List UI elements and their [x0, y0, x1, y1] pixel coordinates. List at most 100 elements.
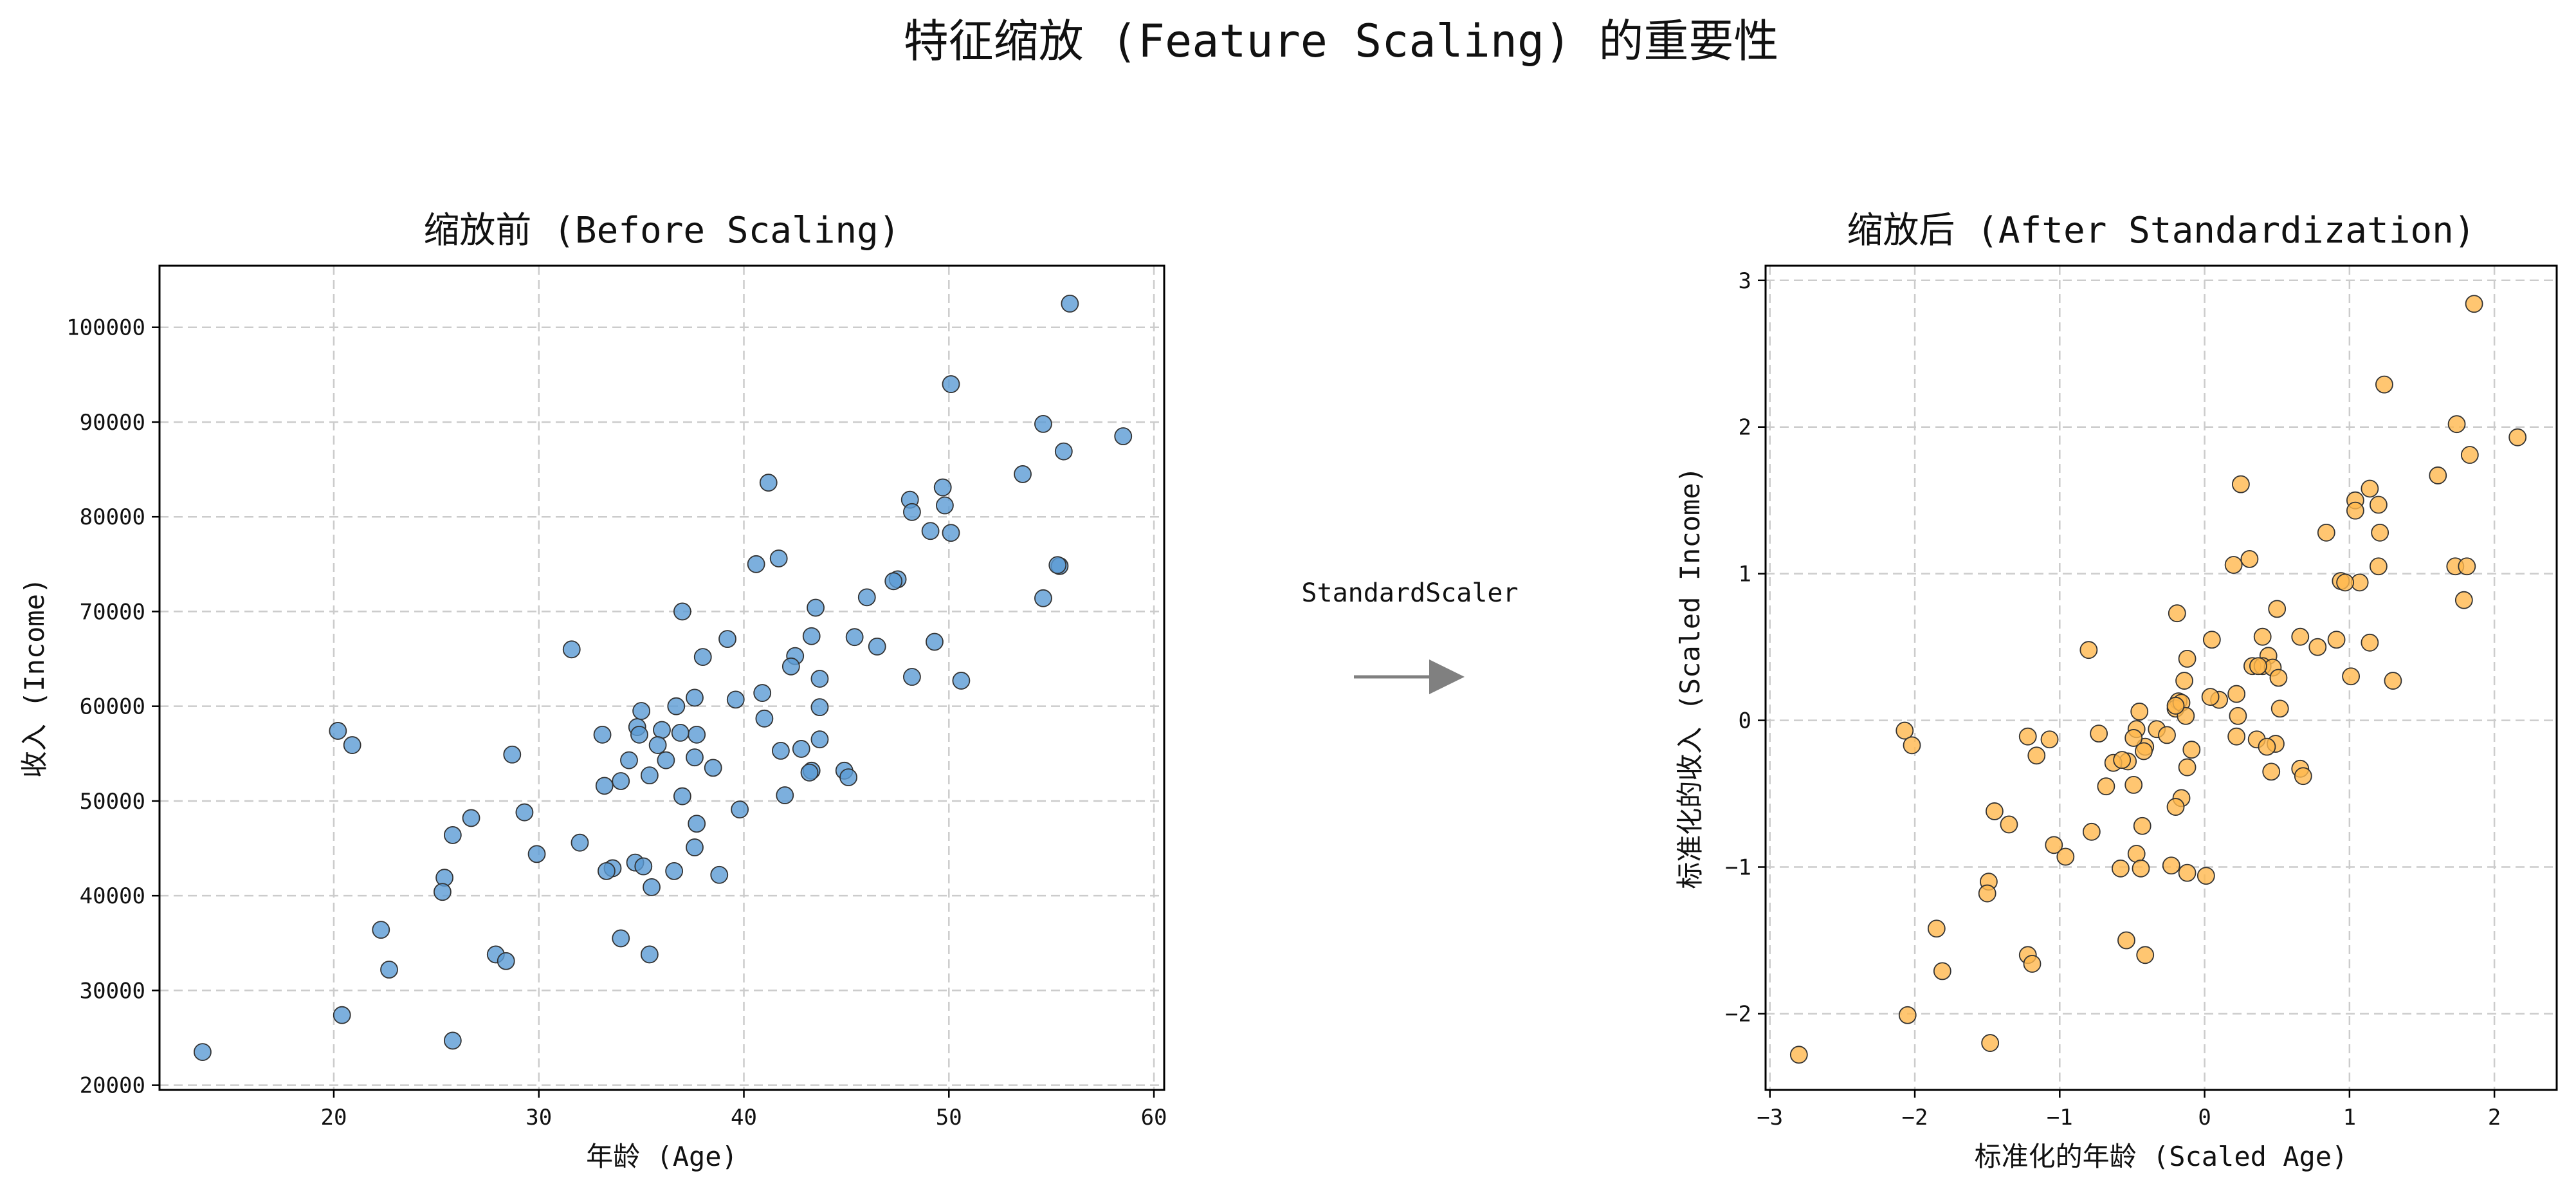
data-point: [2294, 767, 2312, 786]
data-point: [598, 862, 616, 880]
data-point: [1903, 736, 1921, 755]
data-point: [2135, 742, 2153, 760]
data-point: [2291, 627, 2310, 646]
data-point: [1014, 465, 1032, 483]
data-point: [434, 883, 452, 901]
data-point: [2178, 863, 2197, 882]
data-point: [2023, 955, 2042, 973]
data-point: [2253, 627, 2272, 646]
data-point: [2371, 523, 2389, 542]
data-point: [671, 724, 690, 742]
data-point: [612, 929, 630, 948]
data-points: [194, 294, 1133, 1062]
data-point: [942, 524, 960, 542]
data-point: [688, 725, 706, 744]
y-tick-label: 100000: [66, 315, 145, 341]
y-tick-label: −2: [1725, 1001, 1751, 1027]
data-point: [802, 627, 821, 645]
data-point: [884, 572, 903, 591]
plot-frame: [1764, 264, 2558, 1091]
x-tick-label: −2: [1902, 1105, 1928, 1130]
data-point: [2269, 668, 2288, 687]
data-point: [2460, 446, 2479, 464]
y-tick-label: 90000: [80, 410, 145, 436]
data-point: [686, 748, 704, 767]
data-point: [673, 787, 691, 806]
x-tick-label: 40: [731, 1105, 757, 1130]
data-point: [1898, 1006, 1917, 1024]
y-tick-label: 40000: [80, 883, 145, 909]
chart-title: 缩放后 (After Standardization): [1847, 210, 2475, 252]
data-point: [726, 690, 745, 709]
data-point: [2227, 685, 2246, 703]
data-point: [2130, 703, 2149, 721]
data-point: [2018, 727, 2037, 746]
data-point: [2133, 816, 2151, 835]
data-point: [2045, 836, 2063, 854]
x-tick-label: −1: [2047, 1105, 2073, 1130]
data-point: [2000, 815, 2018, 834]
data-point: [693, 648, 712, 667]
data-point: [2097, 777, 2115, 796]
y-tick-label: 50000: [80, 789, 145, 815]
data-point: [792, 740, 810, 758]
data-point: [933, 478, 952, 497]
y-tick-label: 20000: [80, 1073, 145, 1099]
data-point: [1927, 919, 1946, 938]
data-point: [380, 961, 398, 979]
data-point: [443, 1031, 462, 1050]
data-point: [759, 474, 778, 492]
data-point: [2079, 641, 2098, 659]
data-point: [2308, 638, 2327, 656]
data-point: [2249, 657, 2267, 676]
chart-title: 缩放前 (Before Scaling): [423, 210, 900, 252]
data-point: [1061, 294, 1079, 313]
data-point: [868, 638, 886, 656]
chart-after-scaling: −3 −2 −1 0 1 2 −2 −1 0 1 2 3 缩放后 (After Standardizat…: [1674, 210, 2558, 1172]
data-point: [845, 628, 864, 647]
x-tick-label: 20: [320, 1105, 347, 1130]
data-point: [755, 709, 774, 728]
data-point: [2090, 724, 2108, 743]
data-point: [2447, 415, 2466, 434]
data-point: [2375, 375, 2393, 394]
data-point: [2178, 758, 2197, 777]
data-point: [704, 759, 722, 777]
data-point: [903, 502, 921, 521]
data-point: [1933, 962, 1951, 981]
plot-area: [1766, 266, 2557, 1090]
data-point: [2270, 699, 2289, 718]
data-point: [329, 722, 347, 740]
data-point: [1895, 721, 1914, 740]
data-point: [2370, 557, 2388, 576]
data-point: [747, 555, 765, 573]
data-point: [2040, 730, 2059, 749]
data-point: [1054, 442, 1073, 461]
data-point: [810, 730, 829, 749]
data-point: [2178, 649, 2197, 668]
data-point: [781, 657, 800, 676]
data-point: [921, 522, 940, 540]
data-point: [2056, 847, 2075, 866]
y-tick-label: 80000: [80, 504, 145, 530]
x-tick-label: 50: [936, 1105, 962, 1130]
data-point: [2166, 798, 2185, 816]
data-point: [769, 549, 788, 567]
data-point: [640, 766, 659, 785]
data-point: [952, 672, 971, 690]
y-tick-label: 2: [1739, 415, 1751, 441]
data-point: [333, 1006, 351, 1024]
data-point: [2370, 495, 2388, 514]
data-point: [810, 698, 829, 717]
data-point: [1978, 884, 1996, 903]
plot-frame: [158, 264, 1165, 1091]
data-point: [657, 751, 675, 770]
data-point: [942, 375, 960, 393]
data-point: [2384, 672, 2402, 690]
data-points: [1789, 295, 2527, 1064]
data-point: [686, 688, 704, 707]
x-tick-label: 0: [2198, 1105, 2211, 1130]
figure-title: 特征缩放 (Feature Scaling) 的重要性: [904, 15, 1779, 68]
data-point: [2229, 706, 2247, 725]
data-point: [688, 815, 706, 833]
